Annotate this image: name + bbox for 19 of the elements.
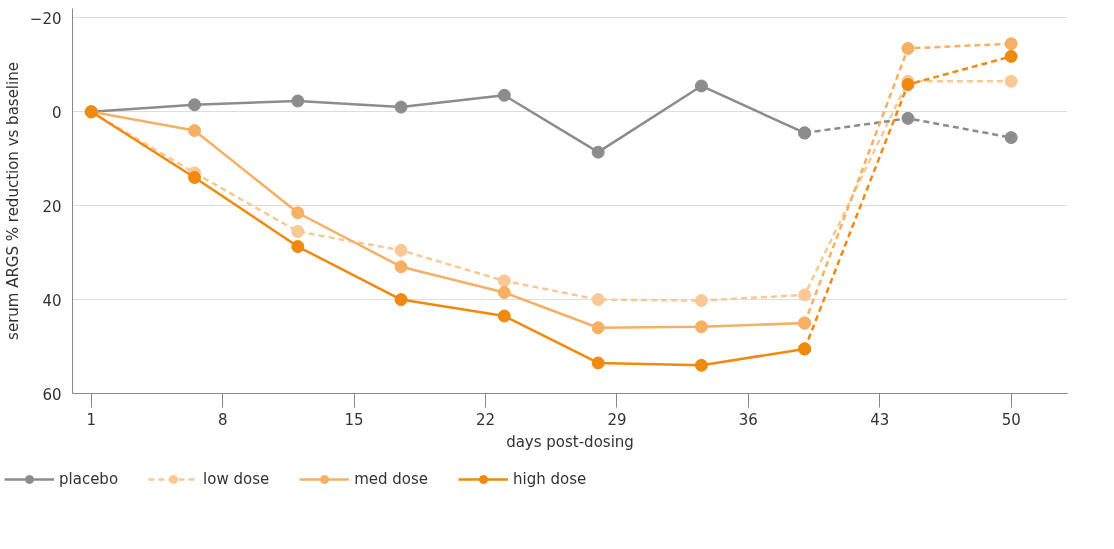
x-tick-label: 43 — [870, 410, 890, 429]
y-tick-label: 20 — [42, 197, 62, 216]
y-tick-label: 60 — [42, 385, 62, 404]
legend-label: high dose — [513, 470, 587, 488]
x-tick-label: 36 — [738, 410, 758, 429]
x-axis-title: days post-dosing — [506, 432, 634, 451]
y-tick-label: 0 — [51, 103, 62, 122]
x-tick-label: 22 — [475, 410, 496, 429]
x-tick-label: 50 — [1001, 410, 1021, 429]
legend-label: low dose — [203, 470, 270, 488]
x-tick-label: 29 — [607, 410, 627, 429]
y-axis-title: serum ARGS % reduction vs baseline — [3, 62, 22, 340]
y-tick-label: 40 — [42, 291, 62, 310]
legend-label: med dose — [354, 470, 429, 488]
y-tick-label: −20 — [29, 9, 62, 28]
legend-label: placebo — [59, 470, 119, 488]
x-tick-label: 8 — [217, 410, 228, 429]
x-tick-label: 1 — [86, 410, 97, 429]
x-tick-label: 15 — [344, 410, 364, 429]
